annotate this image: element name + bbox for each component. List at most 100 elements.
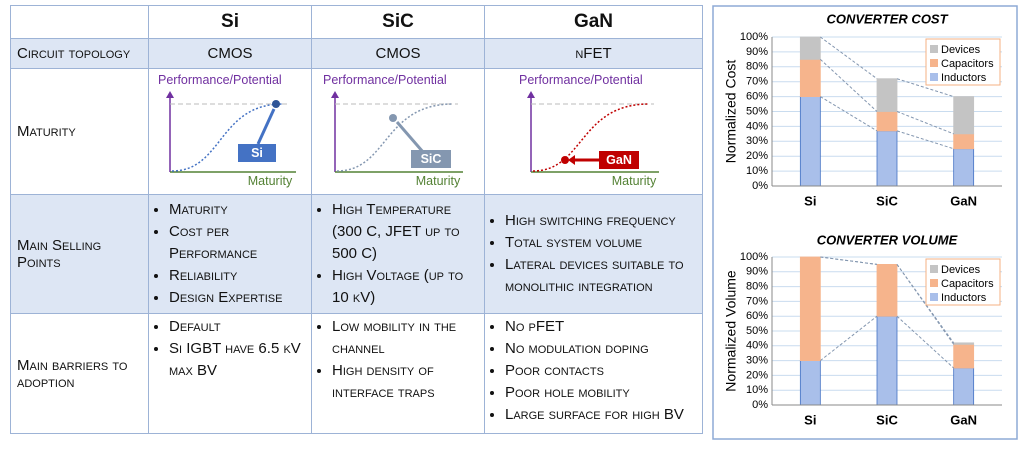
legend-box — [925, 258, 1001, 306]
row-head: Maturity — [10, 68, 149, 195]
bar-segment — [876, 263, 898, 317]
tag: SiC — [421, 152, 442, 166]
cell: High Temperature (300 C, JFET up to 500 … — [311, 194, 485, 314]
row: Maturity Performance/Potential Si Maturi… — [10, 68, 703, 195]
bullet: Large surface for high BV — [505, 404, 696, 426]
cell: Performance/Potential SiC Maturity — [311, 68, 485, 195]
y-tick-label: 90% — [746, 266, 768, 278]
y-tick-label: 80% — [746, 281, 768, 293]
bar-segment — [876, 130, 898, 187]
maturity-diagram: Performance/Potential GaN Maturity — [519, 74, 659, 188]
y-tick-label: 0% — [752, 180, 768, 192]
bullet: Low mobility in the channel — [332, 316, 478, 360]
cell: nFET — [484, 38, 703, 69]
legend-swatch — [930, 59, 938, 67]
bar-segment — [953, 367, 975, 406]
bullet-list: MaturityCost per PerformanceReliabilityD… — [155, 199, 305, 309]
bar-segment — [953, 96, 975, 135]
y-tick-label: 40% — [746, 120, 768, 132]
axis-label: Maturity — [416, 174, 461, 188]
bullet-list: Low mobility in the channelHigh density … — [318, 316, 478, 404]
header-row: Si SiC GaN — [10, 5, 703, 39]
bar-segment — [953, 343, 975, 369]
y-tick-label: 100% — [740, 251, 768, 263]
y-tick-label: 80% — [746, 61, 768, 73]
corner — [10, 5, 149, 39]
bar-segment — [799, 256, 821, 361]
legend-swatch — [930, 73, 938, 81]
bullet: Default — [169, 316, 305, 338]
tag: GaN — [606, 153, 632, 167]
axis-label: Performance/Potential — [158, 74, 282, 87]
bullet: No modulation doping — [505, 338, 696, 360]
y-tick-label: 70% — [746, 76, 768, 88]
connector — [896, 130, 954, 150]
bullet: Lateral devices suitable to monolithic i… — [505, 254, 696, 298]
axis-label: Maturity — [611, 174, 656, 188]
bar-segment — [876, 111, 898, 132]
y-tick-label: 50% — [746, 105, 768, 117]
connector — [820, 96, 878, 132]
connector — [896, 315, 955, 369]
bullet-list: DefaultSi IGBT have 6.5 kV max BV — [155, 316, 305, 382]
legend-swatch — [930, 265, 938, 273]
cell: Low mobility in the channelHigh density … — [311, 313, 485, 434]
legend-swatch — [930, 293, 938, 301]
connector — [820, 256, 878, 265]
bullet: High density of interface traps — [332, 360, 478, 404]
y-axis-title: Normalized Volume — [723, 270, 739, 392]
y-tick-label: 40% — [746, 340, 768, 352]
connector — [819, 58, 878, 112]
y-tick-label: 50% — [746, 325, 768, 337]
legend-label: Inductors — [941, 72, 987, 84]
y-tick-label: 10% — [746, 384, 768, 396]
bullet: High Temperature (300 C, JFET up to 500 … — [332, 199, 478, 265]
connector — [820, 256, 878, 265]
bullet: No pFET — [505, 316, 696, 338]
x-tick-label: SiC — [876, 412, 898, 427]
cell: CMOS — [311, 38, 485, 69]
legend-swatch — [930, 279, 938, 287]
maturity-diagram: Performance/Potential Si Maturity — [158, 74, 296, 188]
y-axis-title: Normalized Cost — [723, 60, 739, 164]
cell: No pFETNo modulation dopingPoor contacts… — [484, 313, 703, 434]
y-tick-label: 100% — [740, 31, 768, 43]
bar-segment — [799, 96, 821, 187]
y-tick-label: 60% — [746, 91, 768, 103]
comparison-table: Si SiC GaN Circuit topology CMOS CMOS nFET Ma… — [10, 5, 703, 434]
bullet-list: High switching frequencyTotal system vol… — [491, 210, 696, 298]
chart-title: CONVERTER COST — [826, 11, 948, 26]
y-tick-label: 60% — [746, 310, 768, 322]
col-head: GaN — [484, 5, 703, 39]
x-tick-label: SiC — [876, 193, 898, 208]
cell: CMOS — [148, 38, 312, 69]
connector — [896, 264, 955, 344]
col-head: Si — [148, 5, 312, 39]
legend-label: Devices — [941, 264, 981, 276]
bullet: Maturity — [169, 199, 305, 221]
bullet: Total system volume — [505, 232, 696, 254]
row-head: Main barriers to adoption — [10, 313, 149, 434]
connector — [820, 315, 878, 361]
bullet-list: No pFETNo modulation dopingPoor contacts… — [491, 316, 696, 426]
y-tick-label: 10% — [746, 165, 768, 177]
legend-label: Capacitors — [941, 58, 994, 70]
row: Main Selling Points MaturityCost per Per… — [10, 194, 703, 314]
bar-segment — [799, 360, 821, 406]
y-tick-label: 20% — [746, 369, 768, 381]
cell: Performance/Potential Si Maturity — [148, 68, 312, 195]
cell: DefaultSi IGBT have 6.5 kV max BV — [148, 313, 312, 434]
bullet-list: High Temperature (300 C, JFET up to 500 … — [318, 199, 478, 309]
bullet: High Voltage (up to 10 kV) — [332, 265, 478, 309]
bar-segment — [876, 78, 898, 112]
y-tick-label: 30% — [746, 135, 768, 147]
legend-box — [925, 38, 1001, 86]
legend-label: Devices — [941, 44, 981, 56]
legend-swatch — [930, 45, 938, 53]
bullet: Poor hole mobility — [505, 382, 696, 404]
y-tick-label: 20% — [746, 150, 768, 162]
row: Circuit topology CMOS CMOS nFET — [10, 38, 703, 69]
row-head: Main Selling Points — [10, 194, 149, 314]
x-tick-label: Si — [804, 412, 816, 427]
